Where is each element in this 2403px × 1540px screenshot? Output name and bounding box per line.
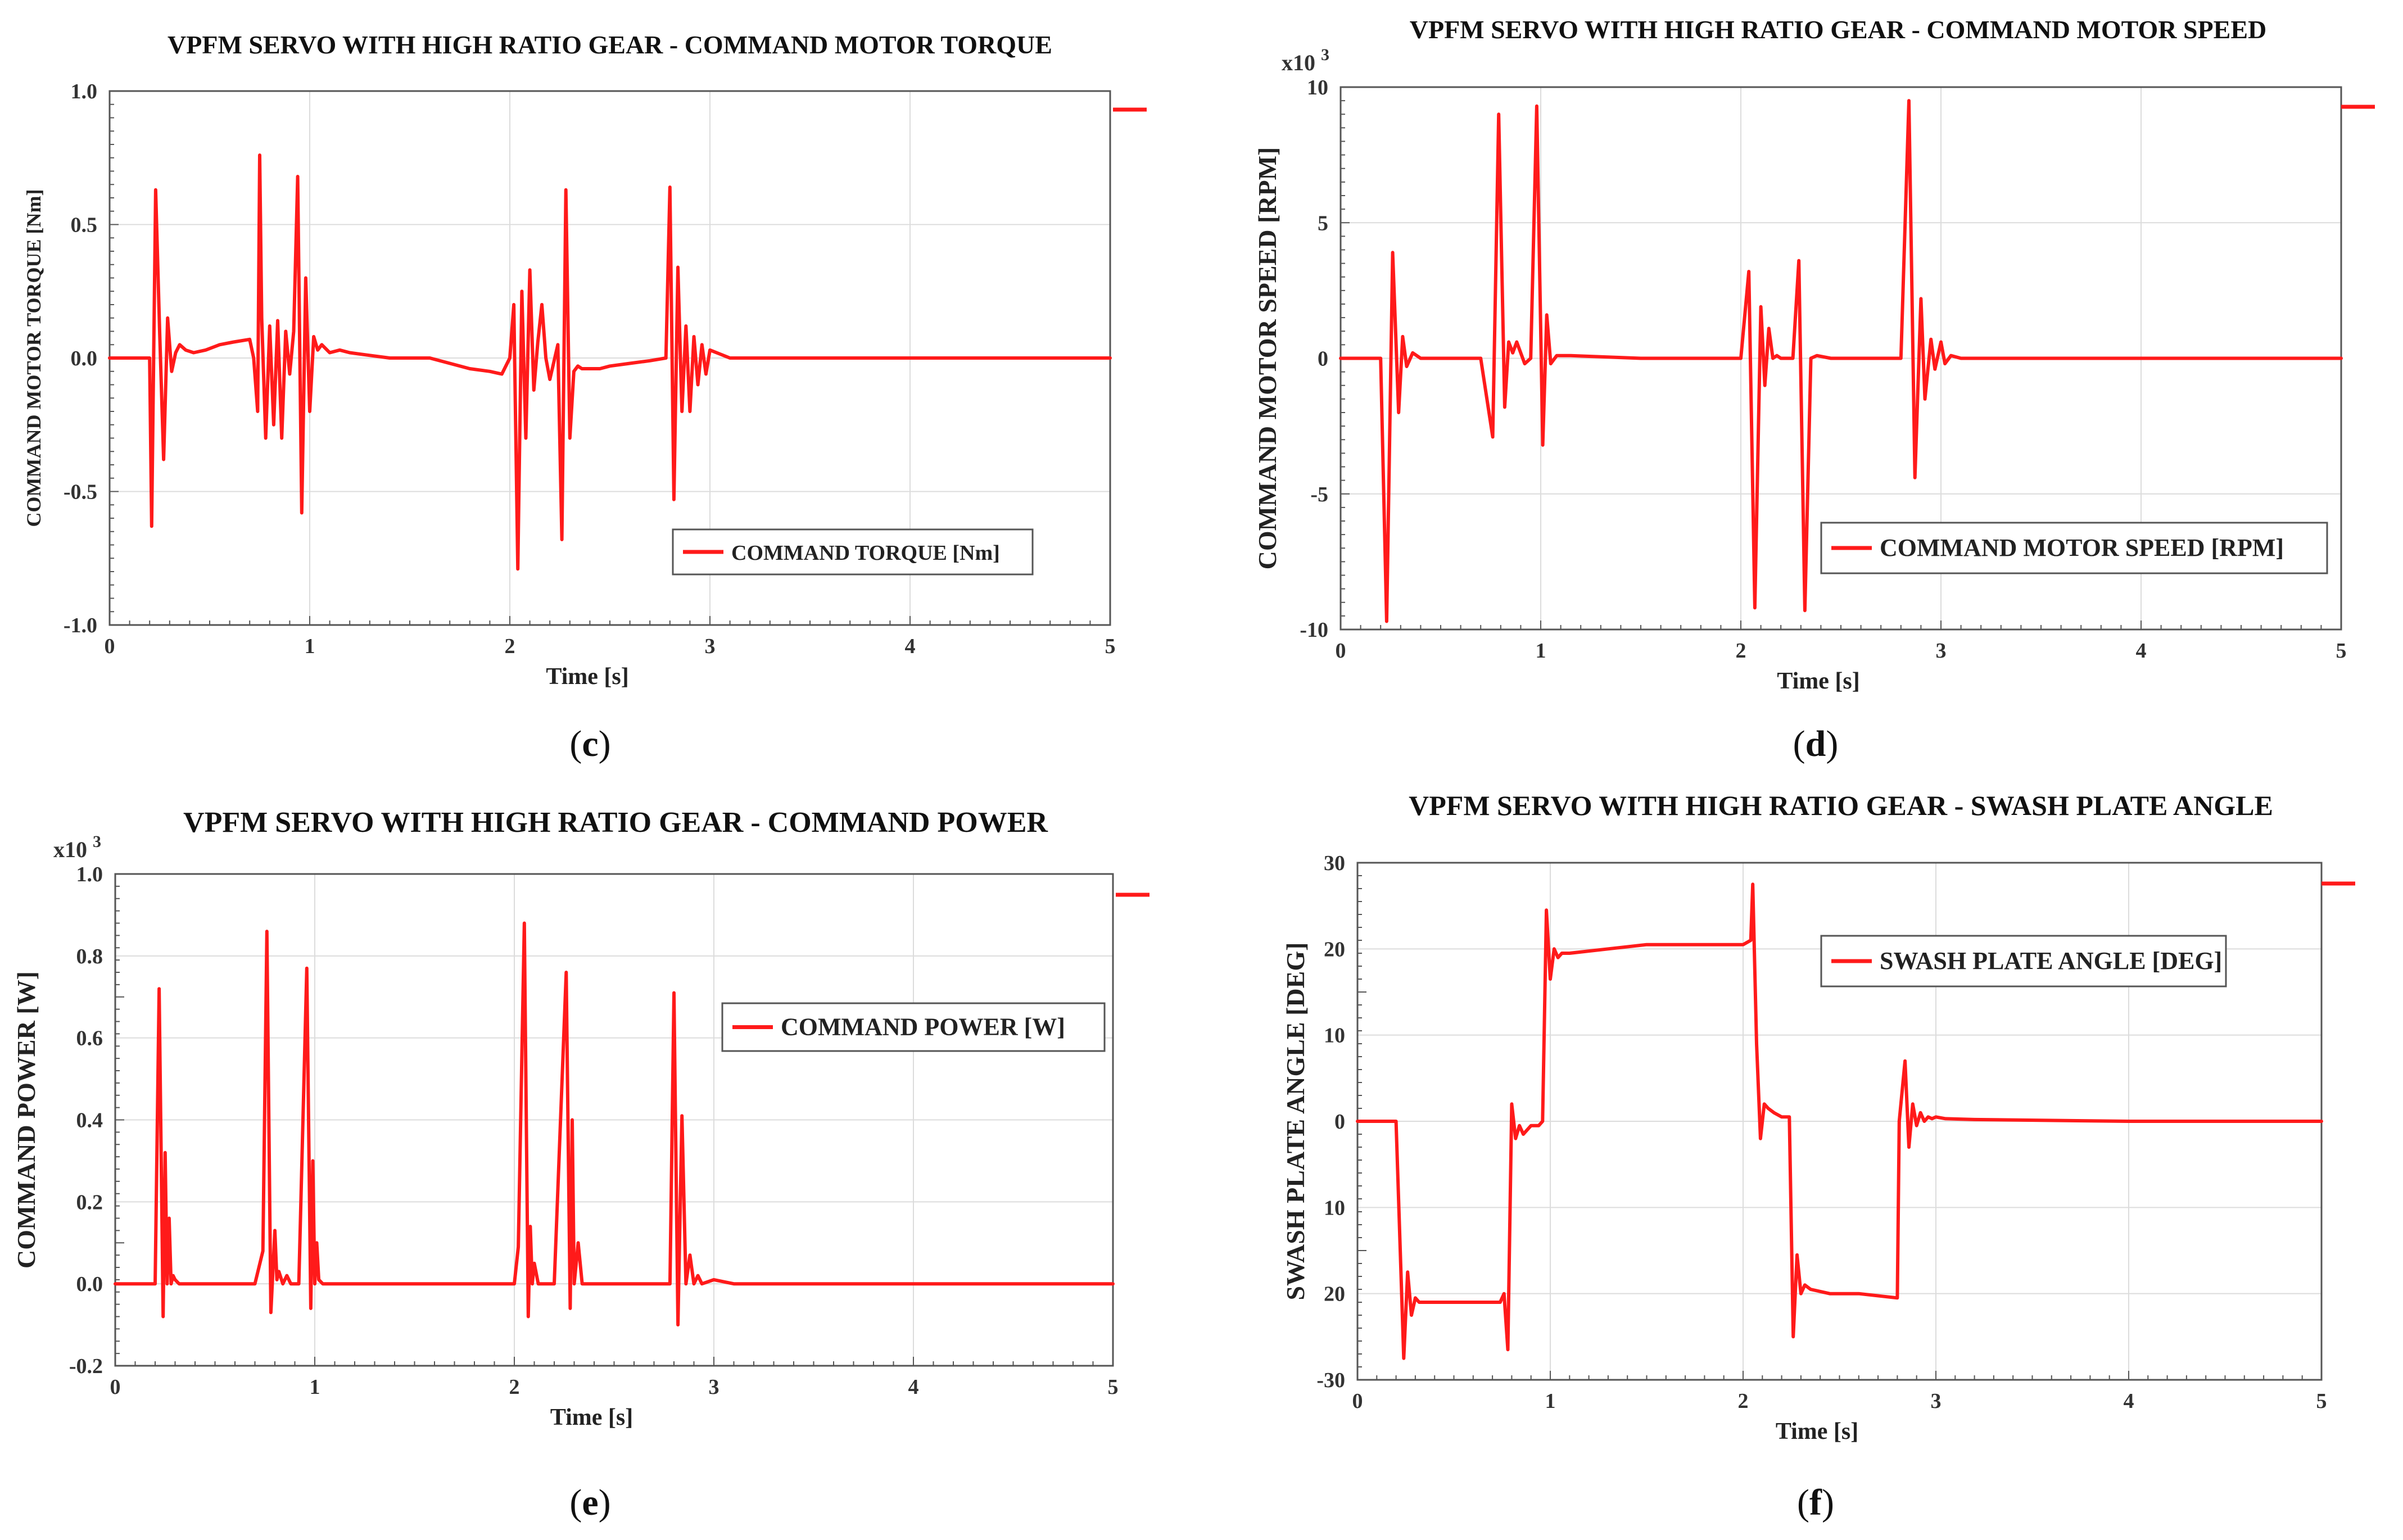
panel-caption: (e)	[569, 1482, 610, 1523]
x-tick-label: 4	[2124, 1389, 2134, 1413]
x-tick-label: 1	[310, 1375, 320, 1399]
x-tick-label: 3	[705, 635, 716, 658]
chart-panel-c: VPFM SERVO WITH HIGH RATIO GEAR - COMMAN…	[22, 30, 1147, 764]
legend-box	[1820, 935, 2227, 988]
x-tick-label: 0	[110, 1375, 121, 1399]
x-tick-label: 1	[1536, 639, 1546, 663]
y-tick-label: 0.2	[76, 1190, 103, 1214]
y-tick-label: 0.5	[71, 214, 98, 237]
y-tick-label: -5	[1310, 483, 1328, 506]
y-tick-label: 10	[1324, 1196, 1345, 1220]
y-exponent-label: x10 3	[53, 832, 101, 862]
y-axis-label: COMMAND MOTOR TORQUE [Nm]	[22, 189, 45, 527]
y-tick-label: 5	[1318, 211, 1328, 235]
series-line-f	[1356, 882, 2323, 1360]
x-tick-label: 5	[1105, 635, 1116, 658]
chart-title: VPFM SERVO WITH HIGH RATIO GEAR - COMMAN…	[1410, 15, 2266, 44]
x-tick-label: 5	[2316, 1389, 2327, 1413]
x-tick-label: 3	[1931, 1389, 1942, 1413]
y-axis-label: COMMAND MOTOR SPEED [RPM]	[1253, 147, 1282, 570]
x-tick-label: 3	[1936, 639, 1947, 663]
y-tick-label: 0.6	[76, 1027, 103, 1050]
x-tick-label: 1	[1545, 1389, 1556, 1413]
panel-caption: (f)	[1797, 1482, 1834, 1523]
y-tick-label: 10	[1324, 1024, 1345, 1048]
x-tick-label: 0	[1352, 1389, 1363, 1413]
y-tick-label: 1.0	[71, 80, 98, 103]
chart-panel-f: VPFM SERVO WITH HIGH RATIO GEAR - SWASH …	[1281, 790, 2355, 1523]
chart-panel-d: VPFM SERVO WITH HIGH RATIO GEAR - COMMAN…	[1253, 15, 2375, 764]
y-tick-label: 20	[1324, 937, 1345, 961]
y-tick-label: -0.5	[64, 481, 97, 504]
legend-label: SWASH PLATE ANGLE [DEG]	[1880, 947, 2222, 975]
y-tick-label: 0.4	[76, 1109, 103, 1133]
x-tick-label: 4	[2136, 639, 2147, 663]
series-line-e	[114, 921, 1115, 1327]
y-tick-label: 20	[1324, 1283, 1345, 1306]
x-tick-label: 4	[905, 635, 916, 658]
x-tick-label: 2	[509, 1375, 520, 1399]
plot-frame	[114, 873, 1114, 1367]
y-tick-label: 0.0	[76, 1272, 103, 1296]
y-tick-label: 1.0	[76, 863, 103, 886]
chart-title: VPFM SERVO WITH HIGH RATIO GEAR - COMMAN…	[168, 30, 1052, 59]
x-axis-label: Time [s]	[546, 664, 628, 690]
chart-title: VPFM SERVO WITH HIGH RATIO GEAR - SWASH …	[1409, 790, 2273, 821]
legend-box	[1820, 522, 2328, 574]
chart-title: VPFM SERVO WITH HIGH RATIO GEAR - COMMAN…	[183, 807, 1048, 839]
x-tick-label: 2	[1736, 639, 1746, 663]
y-axis-label: COMMAND POWER [W]	[12, 971, 40, 1269]
y-tick-label: -30	[1316, 1369, 1345, 1392]
x-tick-label: 2	[505, 635, 515, 658]
x-tick-label: 4	[908, 1375, 919, 1399]
y-tick-label: 0.8	[76, 945, 103, 968]
x-axis-label: Time [s]	[550, 1405, 633, 1430]
legend-label: COMMAND MOTOR SPEED [RPM]	[1880, 534, 2284, 561]
legend-label: COMMAND TORQUE [Nm]	[731, 541, 1000, 565]
legend-box	[672, 528, 1034, 576]
legend-box	[721, 1002, 1106, 1052]
x-tick-label: 0	[105, 635, 115, 658]
y-tick-label: 30	[1324, 851, 1345, 875]
x-axis-label: Time [s]	[1777, 668, 1859, 694]
x-tick-label: 0	[1336, 639, 1346, 663]
series-line-c	[108, 153, 1112, 571]
x-tick-label: 5	[1108, 1375, 1119, 1399]
x-tick-label: 3	[709, 1375, 719, 1399]
y-tick-label: -0.2	[69, 1355, 103, 1378]
y-exponent-label: x10 3	[1282, 46, 1329, 75]
x-tick-label: 1	[305, 635, 315, 658]
y-tick-label: -1.0	[64, 614, 97, 637]
x-tick-label: 2	[1738, 1389, 1749, 1413]
y-tick-label: 10	[1307, 76, 1328, 99]
series-line-d	[1339, 99, 2343, 623]
x-tick-label: 5	[2336, 639, 2347, 663]
y-tick-label: 0	[1334, 1110, 1345, 1134]
y-tick-label: -10	[1300, 618, 1328, 642]
panel-caption: (d)	[1793, 723, 1839, 764]
panel-caption: (c)	[569, 723, 610, 764]
x-axis-label: Time [s]	[1776, 1419, 1858, 1444]
chart-panel-e: VPFM SERVO WITH HIGH RATIO GEAR - COMMAN…	[12, 807, 1150, 1523]
y-axis-label: SWASH PLATE ANGLE [DEG]	[1281, 943, 1310, 1301]
legend-label: COMMAND POWER [W]	[781, 1013, 1065, 1041]
y-tick-label: 0	[1318, 347, 1328, 371]
y-tick-label: 0.0	[71, 347, 98, 370]
